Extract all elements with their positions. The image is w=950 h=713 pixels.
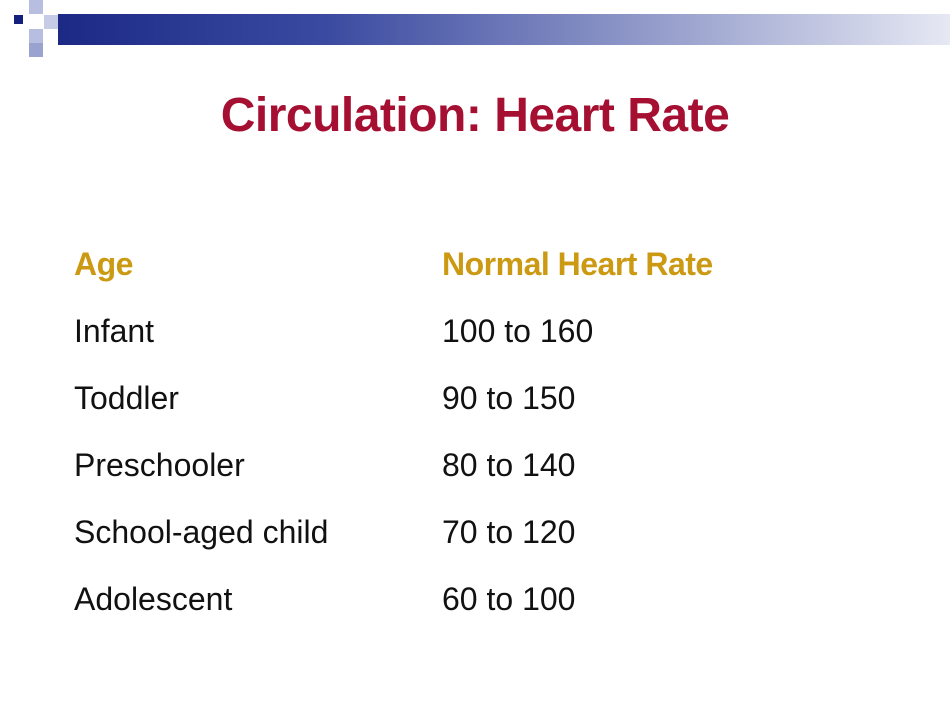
gradient-band — [58, 14, 950, 45]
table-header-row: Age Normal Heart Rate — [74, 244, 862, 311]
decor-square-icon — [29, 43, 43, 57]
rate-cell: 100 to 160 — [442, 313, 594, 349]
header-normal-heart-rate: Normal Heart Rate — [442, 246, 713, 282]
table-row: School-aged child 70 to 120 — [74, 512, 862, 579]
decor-square-icon — [14, 15, 23, 24]
age-cell: Infant — [74, 313, 155, 349]
rate-cell: 60 to 100 — [442, 581, 576, 617]
decor-square-icon — [44, 15, 58, 29]
table-row: Infant 100 to 160 — [74, 311, 862, 378]
table-row: Adolescent 60 to 100 — [74, 579, 862, 646]
slide-title: Circulation: Heart Rate — [220, 89, 730, 142]
heart-rate-table: Age Normal Heart Rate Infant 100 to 160 … — [74, 244, 862, 646]
decor-square-icon — [29, 29, 43, 43]
age-cell: Toddler — [74, 380, 179, 416]
age-cell: School-aged child — [74, 514, 329, 550]
age-cell: Preschooler — [74, 447, 245, 483]
rate-cell: 90 to 150 — [442, 380, 576, 416]
rate-cell: 70 to 120 — [442, 514, 576, 550]
age-cell: Adolescent — [74, 581, 233, 617]
header-age: Age — [74, 246, 133, 282]
rate-cell: 80 to 140 — [442, 447, 576, 483]
decor-square-icon — [29, 0, 43, 14]
table-row: Toddler 90 to 150 — [74, 378, 862, 445]
table-row: Preschooler 80 to 140 — [74, 445, 862, 512]
